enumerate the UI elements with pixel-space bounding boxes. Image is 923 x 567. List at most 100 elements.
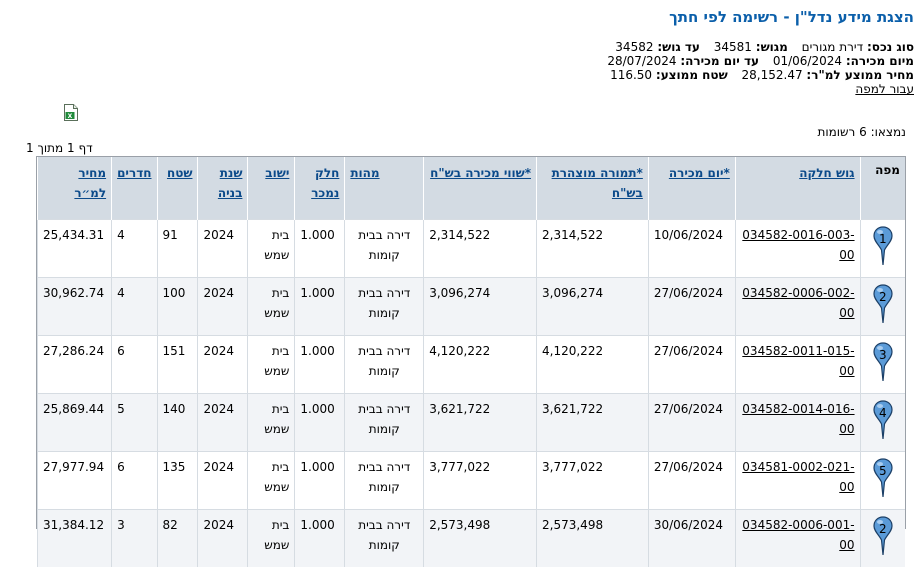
area-cell: 135 <box>157 452 198 510</box>
parcel-link[interactable]: 034582-0014-016-00 <box>741 399 855 439</box>
area-cell: 91 <box>157 220 198 278</box>
results-table: מפה גוש חלקה *יום מכירה *תמורה מוצהרת בש… <box>36 156 906 529</box>
avg-area-value: 116.50 <box>610 68 652 82</box>
go-to-map-link[interactable]: עבור למפה <box>855 82 914 96</box>
to-block-label: עד גוש: <box>657 40 700 54</box>
area-cell: 82 <box>157 510 198 567</box>
map-pin-number: 3 <box>873 345 893 365</box>
avg-area-label: שטח ממוצע: <box>656 68 728 82</box>
rooms-cell: 6 <box>112 336 157 394</box>
map-pin-icon[interactable]: 2 <box>873 516 893 556</box>
search-criteria: סוג נכס: דירת מגורים מגוש: 34581 עד גוש:… <box>607 40 914 96</box>
table-header-row: מפה גוש חלקה *יום מכירה *תמורה מוצהרת בש… <box>38 157 906 220</box>
parcel-link[interactable]: 034582-0006-002-00 <box>741 283 855 323</box>
col-declared[interactable]: *תמורה מוצהרת בש"ח <box>552 166 643 200</box>
declared-cell: 4,120,222 <box>537 336 649 394</box>
from-date-value: 01/06/2024 <box>773 54 842 68</box>
build-year-cell: 2024 <box>198 510 248 567</box>
to-date-value: 28/07/2024 <box>607 54 676 68</box>
map-pin-icon[interactable]: 2 <box>873 284 893 324</box>
to-date-label: עד יום מכירה: <box>680 54 759 68</box>
map-pin-number: 2 <box>873 519 893 539</box>
build-year-cell: 2024 <box>198 394 248 452</box>
map-pin-icon[interactable]: 3 <box>873 342 893 382</box>
settlement-cell: בית שמש <box>248 278 295 336</box>
sale-value-cell: 4,120,222 <box>424 336 537 394</box>
sale-value-cell: 3,096,274 <box>424 278 537 336</box>
settlement-cell: בית שמש <box>248 510 295 567</box>
map-pin-icon[interactable]: 5 <box>873 458 893 498</box>
sale-value-cell: 2,573,498 <box>424 510 537 567</box>
excel-icon[interactable]: X <box>64 104 78 121</box>
part-sold-cell: 1.000 <box>295 336 345 394</box>
sale-day-cell: 27/06/2024 <box>648 278 735 336</box>
rooms-cell: 4 <box>112 220 157 278</box>
settlement-cell: בית שמש <box>248 336 295 394</box>
table-row: 2 034582-0006-002-00 27/06/2024 3,096,27… <box>38 278 906 336</box>
map-pin-icon[interactable]: 1 <box>873 226 893 266</box>
sale-day-cell: 27/06/2024 <box>648 394 735 452</box>
nature-cell: דירה בבית קומות <box>345 394 424 452</box>
price-sqm-cell: 30,962.74 <box>38 278 112 336</box>
sale-value-cell: 3,621,722 <box>424 394 537 452</box>
rooms-cell: 3 <box>112 510 157 567</box>
build-year-cell: 2024 <box>198 220 248 278</box>
col-price-sqm[interactable]: מחיר למ״ר <box>74 166 106 200</box>
col-rooms[interactable]: חדרים <box>117 166 151 180</box>
part-sold-cell: 1.000 <box>295 452 345 510</box>
col-sale-day[interactable]: *יום מכירה <box>669 166 730 180</box>
sale-day-cell: 27/06/2024 <box>648 452 735 510</box>
part-sold-cell: 1.000 <box>295 394 345 452</box>
block-value: 34581 <box>714 40 752 54</box>
declared-cell: 3,621,722 <box>537 394 649 452</box>
svg-text:X: X <box>68 113 73 120</box>
col-area[interactable]: שטח <box>167 166 193 180</box>
sale-day-cell: 30/06/2024 <box>648 510 735 567</box>
col-part-sold[interactable]: חלק נמכר <box>311 166 339 200</box>
table-row: 4 034582-0014-016-00 27/06/2024 3,621,72… <box>38 394 906 452</box>
map-pin-number: 4 <box>873 403 893 423</box>
rooms-cell: 4 <box>112 278 157 336</box>
map-pin-icon[interactable]: 4 <box>873 400 893 440</box>
rooms-cell: 6 <box>112 452 157 510</box>
parcel-link[interactable]: 034582-0011-015-00 <box>741 341 855 381</box>
build-year-cell: 2024 <box>198 336 248 394</box>
parcel-link[interactable]: 034581-0002-021-00 <box>741 457 855 497</box>
price-sqm-cell: 25,869.44 <box>38 394 112 452</box>
col-map: מפה <box>860 157 905 220</box>
asset-type-value: דירת מגורים <box>802 40 864 54</box>
nature-cell: דירה בבית קומות <box>345 220 424 278</box>
nature-cell: דירה בבית קומות <box>345 510 424 567</box>
table-row: 1 034582-0016-003-00 10/06/2024 2,314,52… <box>38 220 906 278</box>
price-sqm-cell: 27,286.24 <box>38 336 112 394</box>
settlement-cell: בית שמש <box>248 452 295 510</box>
col-nature[interactable]: מהות <box>350 166 379 180</box>
price-sqm-cell: 27,977.94 <box>38 452 112 510</box>
table-row: 3 034582-0011-015-00 27/06/2024 4,120,22… <box>38 336 906 394</box>
nature-cell: דירה בבית קומות <box>345 452 424 510</box>
rooms-cell: 5 <box>112 394 157 452</box>
nature-cell: דירה בבית קומות <box>345 278 424 336</box>
part-sold-cell: 1.000 <box>295 278 345 336</box>
map-pin-number: 5 <box>873 461 893 481</box>
col-build-year[interactable]: שנת בניה <box>218 166 243 200</box>
part-sold-cell: 1.000 <box>295 220 345 278</box>
settlement-cell: בית שמש <box>248 220 295 278</box>
page-title: הצגת מידע נדל"ן - רשימה לפי חתך <box>669 8 914 26</box>
parcel-link[interactable]: 034582-0006-001-00 <box>741 515 855 555</box>
avg-price-label: מחיר ממוצע למ"ר: <box>806 68 914 82</box>
col-sale-value[interactable]: *שווי מכירה בש"ח <box>430 166 531 180</box>
build-year-cell: 2024 <box>198 452 248 510</box>
parcel-link[interactable]: 034582-0016-003-00 <box>741 225 855 265</box>
col-parcel[interactable]: גוש חלקה <box>799 166 854 180</box>
build-year-cell: 2024 <box>198 278 248 336</box>
map-pin-number: 1 <box>873 229 893 249</box>
col-settlement[interactable]: ישוב <box>265 166 289 180</box>
part-sold-cell: 1.000 <box>295 510 345 567</box>
avg-price-value: 28,152.47 <box>742 68 803 82</box>
from-date-label: מיום מכירה: <box>846 54 914 68</box>
area-cell: 140 <box>157 394 198 452</box>
area-cell: 100 <box>157 278 198 336</box>
asset-type-label: סוג נכס: <box>867 40 914 54</box>
block-label: מגוש: <box>756 40 788 54</box>
